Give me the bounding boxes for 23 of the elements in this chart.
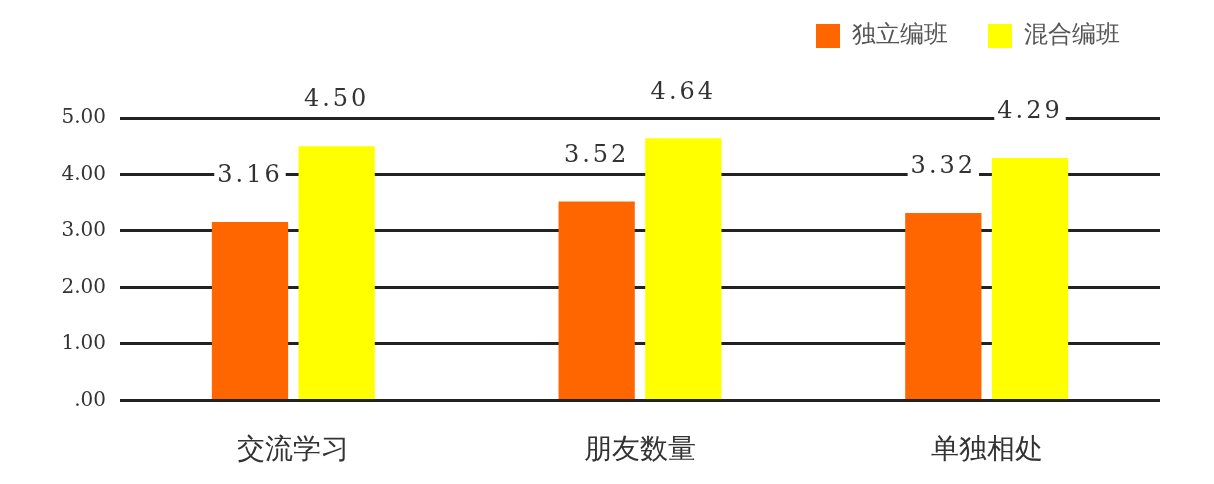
legend-label: 独立编班 xyxy=(852,20,948,49)
bar xyxy=(298,146,375,399)
y-tick-label: 2.00 xyxy=(61,273,106,298)
bar xyxy=(211,221,289,399)
data-label: 3.52 xyxy=(563,139,630,168)
x-tick-label: 朋友数量 xyxy=(584,432,696,466)
legend-label: 混合编班 xyxy=(1024,20,1120,49)
x-tick-label: 交流学习 xyxy=(237,432,350,466)
y-tick-label: 1.00 xyxy=(61,330,106,355)
data-label: 3.16 xyxy=(217,160,283,189)
data-label: 3.32 xyxy=(910,151,977,180)
data-label: 4.29 xyxy=(997,96,1063,125)
y-tick-label: 4.00 xyxy=(61,160,106,185)
y-tick-label: 3.00 xyxy=(61,217,106,242)
x-tick-label: 单独相处 xyxy=(930,432,1043,466)
bar xyxy=(558,201,635,399)
bar xyxy=(645,138,722,399)
bar xyxy=(991,158,1069,399)
y-tick-label: 5.00 xyxy=(61,104,106,129)
data-label: 4.50 xyxy=(303,84,370,113)
data-label: 4.64 xyxy=(650,76,717,105)
y-tick-label: .00 xyxy=(74,386,106,411)
bar xyxy=(905,212,982,399)
